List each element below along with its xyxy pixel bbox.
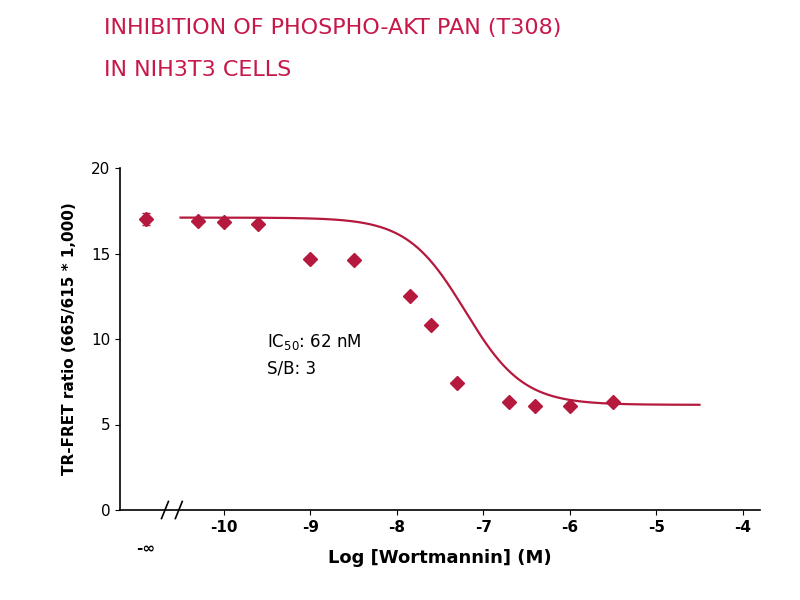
Y-axis label: TR-FRET ratio (665/615 * 1,000): TR-FRET ratio (665/615 * 1,000) xyxy=(62,203,77,475)
Text: IC$_{50}$: 62 nM: IC$_{50}$: 62 nM xyxy=(267,332,362,352)
Text: IN NIH3T3 CELLS: IN NIH3T3 CELLS xyxy=(104,60,291,80)
X-axis label: Log [Wortmannin] (M): Log [Wortmannin] (M) xyxy=(328,548,552,566)
Text: S/B: 3: S/B: 3 xyxy=(267,359,316,377)
Text: INHIBITION OF PHOSPHO-AKT PAN (T308): INHIBITION OF PHOSPHO-AKT PAN (T308) xyxy=(104,18,562,38)
Text: -∞: -∞ xyxy=(136,541,155,556)
